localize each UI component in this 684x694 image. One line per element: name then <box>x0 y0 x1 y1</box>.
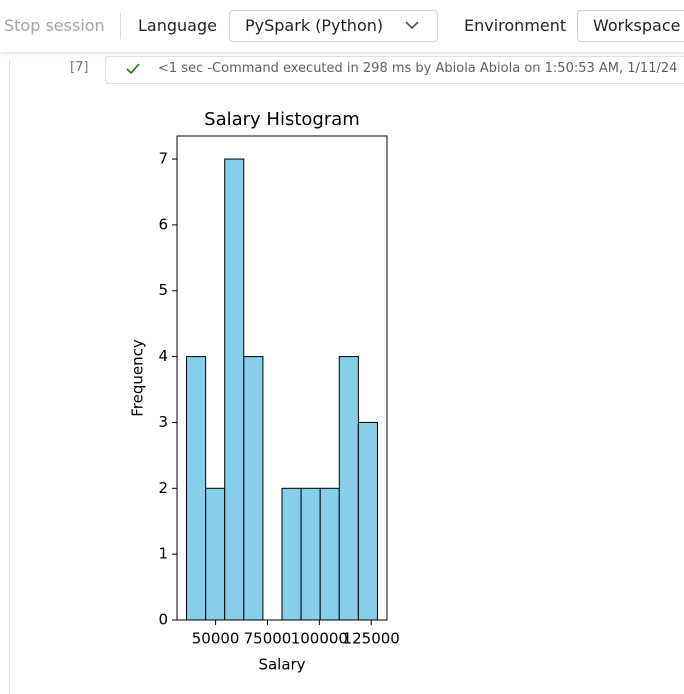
chevron <box>405 21 419 30</box>
language-dropdown[interactable]: PySpark (Python) <box>229 10 438 42</box>
x-tick-label: 125000 <box>343 630 400 648</box>
y-tick-label: 6 <box>158 215 168 233</box>
environment-label: Environment <box>464 16 567 35</box>
environment-value: Workspace <box>593 16 681 35</box>
x-tick-label: 50000 <box>192 630 240 648</box>
cell-border <box>9 60 10 694</box>
bar <box>319 487 340 621</box>
language-value: PySpark (Python) <box>245 16 384 35</box>
toolbar: Stop session Language PySpark (Python) E… <box>0 0 684 52</box>
axes-frame <box>176 135 388 621</box>
y-tick-label: 3 <box>158 413 168 431</box>
bar <box>243 356 264 621</box>
status-text: <1 sec -Command executed in 298 ms by Ab… <box>158 61 678 76</box>
language-label: Language <box>138 16 217 35</box>
bar <box>186 356 207 621</box>
bar <box>357 421 378 621</box>
x-tick-label: 100000 <box>291 630 348 648</box>
bar <box>338 356 359 621</box>
check-icon <box>126 63 140 75</box>
y-tick-label: 7 <box>158 150 168 168</box>
bar <box>205 487 226 621</box>
x-axis-label: Salary <box>258 656 305 674</box>
y-axis-label: Frequency <box>129 339 147 417</box>
divider <box>120 13 121 39</box>
status-bar: <1 sec -Command executed in 298 ms by Ab… <box>105 56 684 84</box>
y-tick-label: 4 <box>158 347 168 365</box>
y-tick-label: 2 <box>158 479 168 497</box>
bar <box>300 487 321 621</box>
y-tick-label: 5 <box>158 281 168 299</box>
environment-dropdown[interactable]: Workspace <box>577 10 684 42</box>
stop-session[interactable]: Stop session <box>4 16 105 35</box>
bar <box>224 158 245 621</box>
x-tick-label: 75000 <box>244 630 292 648</box>
y-tick-label: 1 <box>158 545 168 563</box>
bar <box>281 487 302 621</box>
y-tick-label: 0 <box>158 611 168 629</box>
chart-title: Salary Histogram <box>204 109 360 130</box>
cell-index: [7] <box>70 60 89 75</box>
